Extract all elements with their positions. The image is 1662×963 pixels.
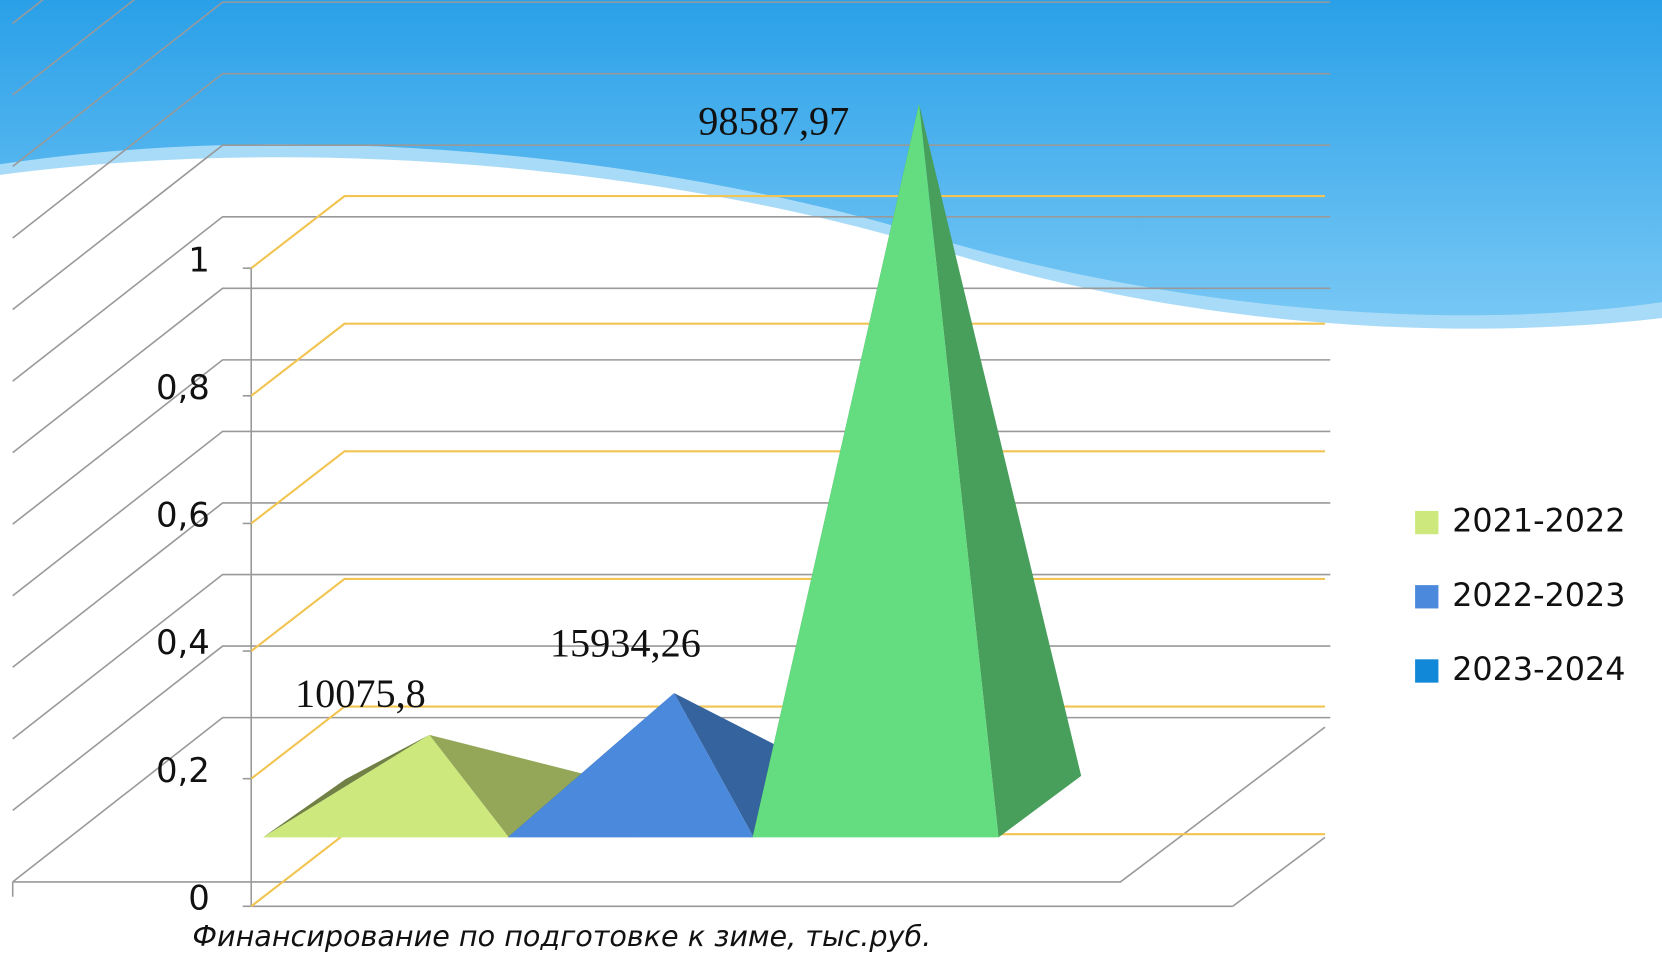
pyramid-front (752, 103, 999, 838)
y-tick-label: 0,8 (156, 368, 210, 407)
value-label: 15934,26 (550, 621, 701, 666)
x-axis-depth (1232, 836, 1326, 907)
legend-label: 2023-2024 (1452, 651, 1625, 688)
pyramid-side (919, 103, 1082, 838)
value-label: 10075,8 (295, 671, 426, 716)
y-tick-label: 1 (188, 240, 210, 279)
pyramid-side (429, 734, 592, 838)
value-label: 98587,97 (698, 98, 849, 143)
wall-line (12, 0, 136, 96)
wall-line (12, 1, 1331, 168)
y-tick-label: 0 (188, 878, 210, 917)
y-tick-label: 0,2 (156, 751, 210, 790)
wall-line (12, 72, 1331, 239)
legend-swatch (1415, 659, 1439, 683)
pyramid-front (262, 734, 509, 838)
legend-label: 2022-2023 (1452, 577, 1625, 614)
wall-line (12, 144, 1331, 311)
floor-edge (12, 726, 1326, 883)
y-tick-label: 0,4 (156, 623, 210, 662)
legend-label: 2021-2022 (1452, 503, 1625, 540)
wall-line (12, 215, 1331, 382)
x-axis-label: Финансирование по подготовке к зиме, тыс… (192, 919, 931, 953)
legend-swatch (1415, 510, 1439, 535)
legend-swatch (1415, 585, 1439, 609)
y-tick-label: 0,6 (156, 496, 210, 535)
grid-line (250, 195, 1325, 270)
pyramid-front (507, 693, 754, 838)
grid-line (250, 322, 1325, 397)
